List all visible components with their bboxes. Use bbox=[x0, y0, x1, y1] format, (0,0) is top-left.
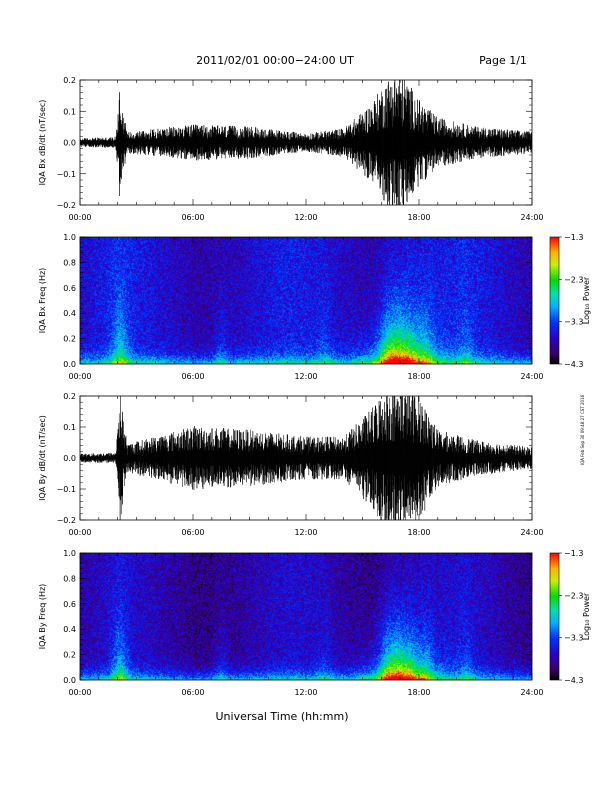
waveform-trace bbox=[80, 396, 532, 520]
y-tick-label: 0.1 bbox=[63, 423, 76, 432]
y-tick-label: 0.0 bbox=[63, 139, 76, 148]
y-tick-label: 0.0 bbox=[63, 360, 76, 369]
panel-3-line: 00:00 06:00 12:00 18:00 24:00 0.2 0.1 0.0 −0.1 −0… bbox=[38, 392, 544, 537]
x-tick-label: 12:00 bbox=[294, 688, 317, 697]
y-tick-label: −0.1 bbox=[57, 170, 76, 179]
colorbar-label: Log₁₀ Power bbox=[582, 592, 591, 640]
y-tick-label: 0.6 bbox=[63, 284, 76, 293]
x-tick-label: 00:00 bbox=[68, 213, 91, 222]
colorbar-tick-label: −4.3 bbox=[564, 676, 583, 685]
colorbar-tick-label: −1.3 bbox=[564, 549, 583, 558]
y-tick-label: 0.6 bbox=[63, 600, 76, 609]
x-tick-label: 00:00 bbox=[68, 528, 91, 537]
spectrogram-image bbox=[80, 553, 532, 680]
x-tick-label: 06:00 bbox=[181, 688, 204, 697]
y-axis-label: IQA By dB/dt (nT/sec) bbox=[38, 415, 47, 501]
colorbar-tick-label: −4.3 bbox=[564, 360, 583, 369]
y-axis-label: IQA By Freq (Hz) bbox=[38, 584, 47, 650]
y-axis-label: IQA Bx dB/dt (nT/sec) bbox=[38, 100, 47, 186]
side-stamp: IQA Feb Sep 30 09:48:27 CST 2016 bbox=[580, 394, 585, 465]
spectrogram-raster bbox=[80, 237, 532, 364]
x-tick-label: 18:00 bbox=[407, 688, 430, 697]
y-tick-label: 0.4 bbox=[63, 625, 76, 634]
x-tick-label: 06:00 bbox=[181, 372, 204, 381]
colorbar-tick-label: −1.3 bbox=[564, 233, 583, 242]
waveform-trace bbox=[80, 80, 532, 205]
x-tick-label: 12:00 bbox=[294, 213, 317, 222]
spectrogram-image bbox=[80, 237, 532, 364]
y-tick-label: 0.2 bbox=[63, 392, 76, 401]
x-tick-label: 00:00 bbox=[68, 688, 91, 697]
x-tick-label: 24:00 bbox=[520, 372, 543, 381]
x-tick-label: 12:00 bbox=[294, 372, 317, 381]
colorbar-tick-label: −3.3 bbox=[564, 318, 583, 327]
x-tick-label: 12:00 bbox=[294, 528, 317, 537]
y-tick-label: 0.2 bbox=[63, 651, 76, 660]
page-title: 2011/02/01 00:00−24:00 UT bbox=[196, 54, 354, 67]
x-tick-label: 24:00 bbox=[520, 528, 543, 537]
colorbar-tick-label: −3.3 bbox=[564, 634, 583, 643]
x-tick-label: 24:00 bbox=[520, 213, 543, 222]
y-tick-label: 1.0 bbox=[63, 233, 76, 242]
colorbar bbox=[549, 552, 560, 681]
x-tick-label: 18:00 bbox=[407, 528, 430, 537]
panel-4-heatmap: −1.3 −2.3 −3.3 −4.3 Log₁₀ Power 00:00 06:00 12:… bbox=[38, 549, 591, 697]
y-tick-label: 0.2 bbox=[63, 335, 76, 344]
spectrogram-raster bbox=[80, 553, 532, 680]
panel-2-heatmap: −1.3 −2.3 −3.3 −4.3 Log₁₀ Power 00:00 06:00 12:… bbox=[38, 233, 591, 381]
x-axis-title: Universal Time (hh:mm) bbox=[216, 710, 349, 723]
y-tick-label: 1.0 bbox=[63, 549, 76, 558]
colorbar-tick-label: −2.3 bbox=[564, 591, 583, 600]
y-tick-label: −0.2 bbox=[57, 516, 76, 525]
colorbar-tick-label: −2.3 bbox=[564, 275, 583, 284]
y-tick-label: 0.1 bbox=[63, 107, 76, 116]
y-tick-label: 0.4 bbox=[63, 309, 76, 318]
y-tick-label: 0.8 bbox=[63, 574, 76, 583]
x-tick-label: 00:00 bbox=[68, 372, 91, 381]
y-tick-label: −0.1 bbox=[57, 485, 76, 494]
y-tick-label: 0.0 bbox=[63, 676, 76, 685]
colorbar bbox=[549, 236, 560, 365]
x-tick-label: 24:00 bbox=[520, 688, 543, 697]
y-axis-label: IQA Bx Freq (Hz) bbox=[38, 268, 47, 334]
y-tick-label: 0.2 bbox=[63, 76, 76, 85]
y-tick-label: 0.8 bbox=[63, 258, 76, 267]
page-number: Page 1/1 bbox=[479, 54, 527, 67]
colorbar-label: Log₁₀ Power bbox=[582, 276, 591, 324]
x-tick-label: 06:00 bbox=[181, 213, 204, 222]
x-tick-label: 18:00 bbox=[407, 372, 430, 381]
panel-1-line: 00:00 06:00 12:00 18:00 24:00 0.2 0.1 0.0 −0.1 −0… bbox=[38, 76, 544, 222]
x-tick-label: 06:00 bbox=[181, 528, 204, 537]
y-tick-label: 0.0 bbox=[63, 454, 76, 463]
y-tick-label: −0.2 bbox=[57, 201, 76, 210]
x-tick-label: 18:00 bbox=[407, 213, 430, 222]
